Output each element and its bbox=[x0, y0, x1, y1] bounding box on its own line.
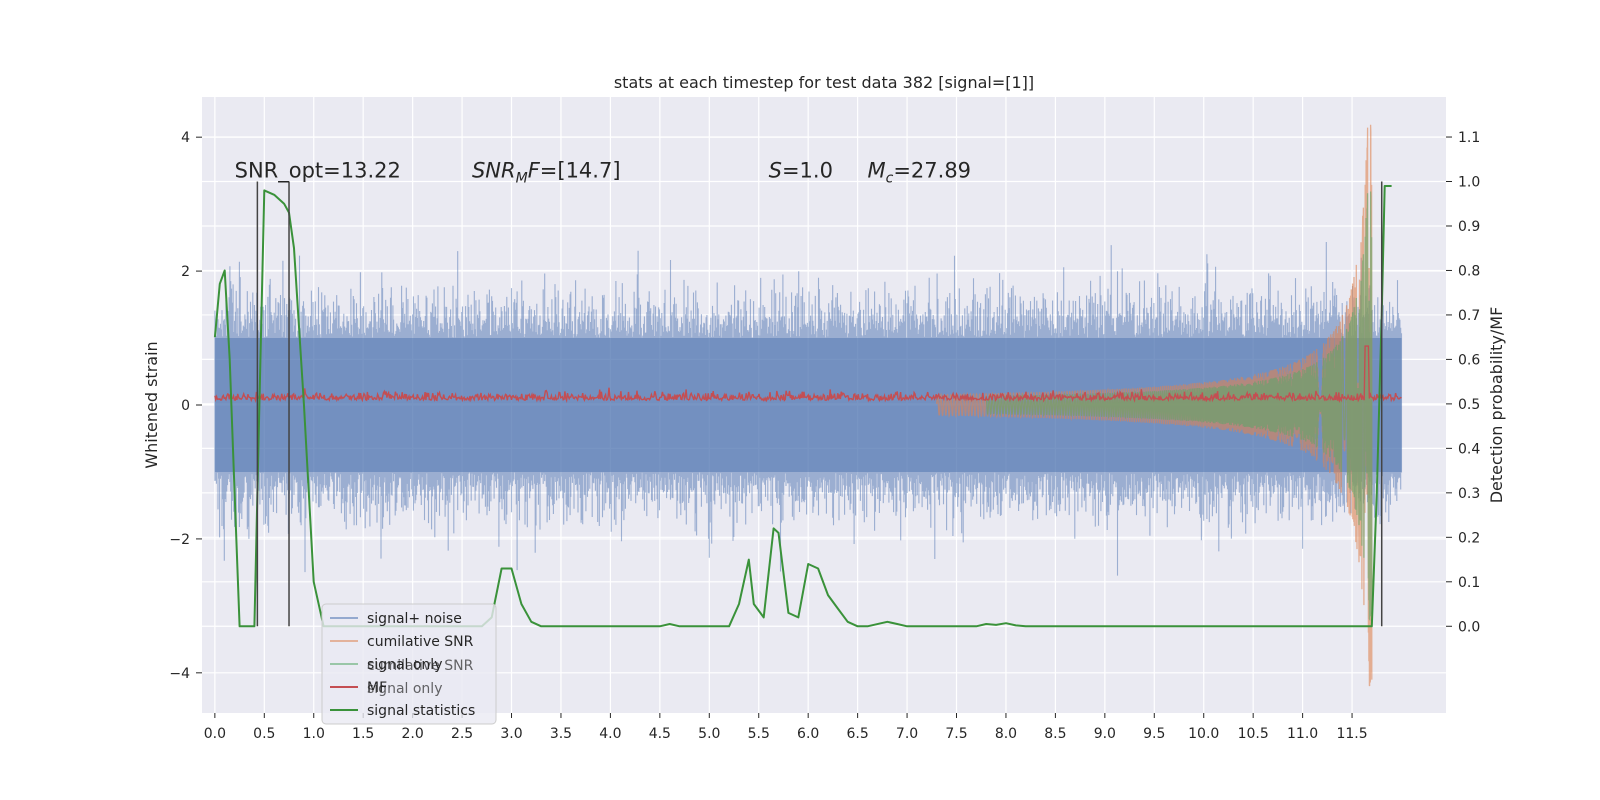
legend-label: cumilative SNR bbox=[367, 634, 474, 650]
series-clip-group bbox=[213, 124, 1403, 687]
x-tick-label: 0.5 bbox=[253, 726, 275, 742]
legend-label: MF bbox=[367, 680, 387, 696]
x-tick-label: 9.0 bbox=[1094, 726, 1116, 742]
annotation-1: SNRMF=[14.7] bbox=[472, 158, 621, 186]
y-axis-right-ticks: 1.1 1.0 0.9 0.8 0.7 0.6 0.5 0.4 0.3 0.2 0.1 0.0 bbox=[1446, 130, 1480, 635]
x-tick-label: 4.0 bbox=[599, 726, 621, 742]
x-tick-label: 10.5 bbox=[1238, 726, 1269, 742]
x-tick-label: 9.5 bbox=[1143, 726, 1165, 742]
x-tick-label: 1.0 bbox=[303, 726, 325, 742]
y-right-tick-label: 0.8 bbox=[1458, 263, 1480, 279]
x-tick-label: 8.5 bbox=[1044, 726, 1066, 742]
annotation-2: S=1.0 bbox=[769, 158, 833, 182]
x-tick-label: 2.0 bbox=[401, 726, 423, 742]
x-tick-label: 0.0 bbox=[204, 726, 226, 742]
annotation-3: Mc=27.89 bbox=[868, 158, 972, 186]
y-axis-left-title: Whitened strain bbox=[142, 341, 161, 468]
y-right-tick-label: 0.7 bbox=[1458, 308, 1480, 324]
y-tick-label: 2 bbox=[181, 264, 190, 280]
x-tick-label: 3.5 bbox=[550, 726, 572, 742]
x-tick-label: 11.5 bbox=[1336, 726, 1367, 742]
x-tick-label: 10.0 bbox=[1188, 726, 1219, 742]
x-tick-label: 5.0 bbox=[698, 726, 720, 742]
series-layer bbox=[213, 124, 1403, 687]
legend-label: signal+ noise bbox=[367, 611, 462, 627]
y-right-tick-label: 0.3 bbox=[1458, 486, 1480, 502]
x-tick-label: 7.0 bbox=[896, 726, 918, 742]
y-axis-left-ticks: 4 2 0 −2 −4 bbox=[169, 130, 202, 682]
legend-box bbox=[321, 603, 497, 725]
legend-label: signal only bbox=[367, 657, 442, 673]
y-tick-label: −2 bbox=[169, 532, 190, 548]
y-right-tick-label: 0.1 bbox=[1458, 575, 1480, 591]
legend-label: signal statistics bbox=[367, 703, 475, 719]
x-tick-label: 6.0 bbox=[797, 726, 819, 742]
legend-ghost-label: signal only bbox=[367, 681, 442, 697]
series-mf bbox=[214, 345, 1402, 404]
chart-title: stats at each timestep for test data 382… bbox=[614, 73, 1034, 92]
y-right-tick-label: 1.0 bbox=[1458, 175, 1480, 191]
x-tick-label: 7.5 bbox=[945, 726, 967, 742]
y-right-tick-label: 0.2 bbox=[1458, 530, 1480, 546]
legend-ghost-label: cumilative SNR bbox=[367, 658, 474, 674]
x-tick-label: 3.0 bbox=[500, 726, 522, 742]
y-right-tick-label: 0.6 bbox=[1458, 352, 1480, 368]
y-tick-label: 0 bbox=[181, 398, 190, 414]
y-right-tick-label: 1.1 bbox=[1458, 130, 1480, 146]
y-right-tick-label: 0.9 bbox=[1458, 219, 1480, 235]
x-axis-ticks: 0.0 0.5 1.0 1.5 2.0 2.5 3.0 3.5 4.0 4.5 5.0 5.5 6.0 6… bbox=[204, 713, 1368, 742]
x-tick-label: 2.5 bbox=[451, 726, 473, 742]
x-tick-label: 8.0 bbox=[995, 726, 1017, 742]
y-tick-label: −4 bbox=[169, 666, 190, 682]
annotation-0: SNR_opt=13.22 bbox=[235, 158, 401, 183]
x-tick-label: 5.5 bbox=[748, 726, 770, 742]
annotations: SNR_opt=13.22 SNRMF=[14.7] S=1.0 Mc=27.89 bbox=[235, 158, 971, 186]
vertical-lines bbox=[256, 181, 1383, 627]
y-right-tick-label: 0.4 bbox=[1458, 441, 1480, 457]
x-tick-label: 11.0 bbox=[1287, 726, 1318, 742]
x-tick-label: 4.5 bbox=[649, 726, 671, 742]
x-tick-label: 1.5 bbox=[352, 726, 374, 742]
y-right-tick-label: 0.5 bbox=[1458, 397, 1480, 413]
x-tick-label: 6.5 bbox=[846, 726, 868, 742]
y-axis-right-title: Detection probability/MF bbox=[1487, 307, 1506, 504]
y-right-tick-label: 0.0 bbox=[1458, 619, 1480, 635]
y-tick-label: 4 bbox=[181, 130, 190, 146]
series-signal-statistics bbox=[213, 185, 1392, 628]
